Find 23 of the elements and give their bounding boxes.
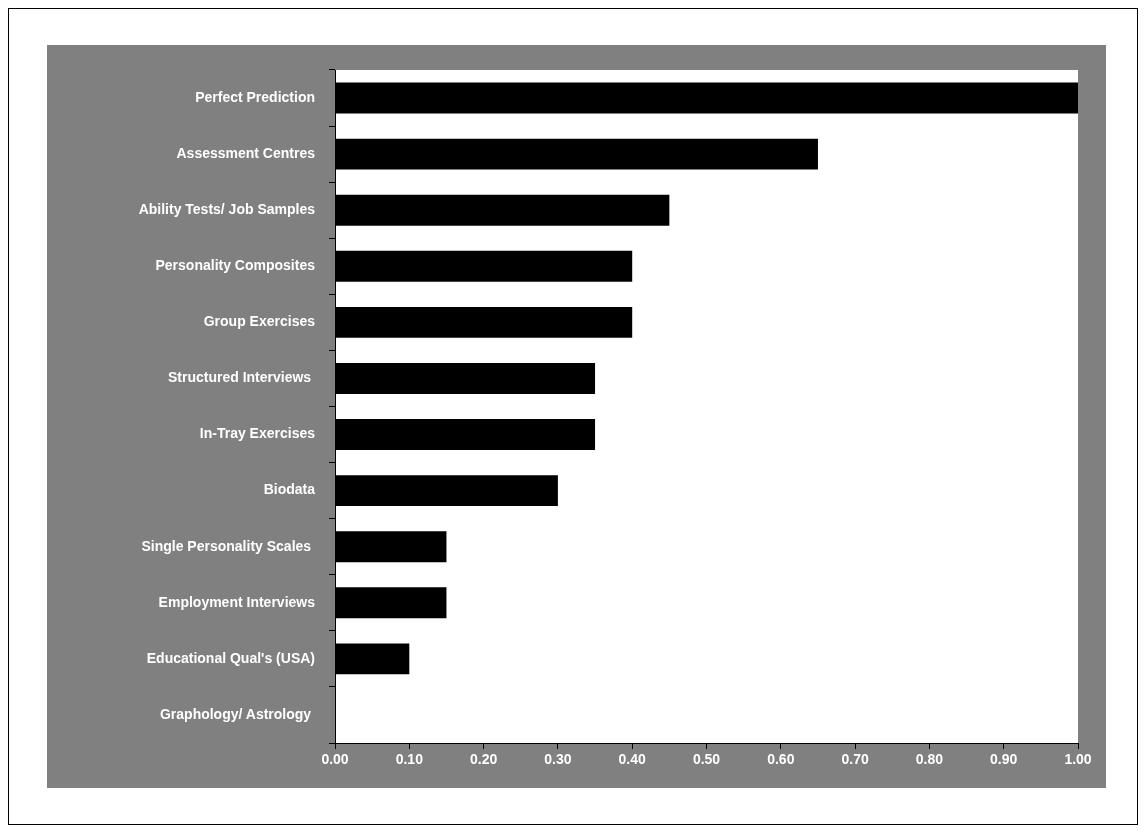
y-tick-label: Biodata [263,481,316,498]
x-tick-label: 0.60 [767,751,795,768]
y-tick-label: Single Personality Scales [141,537,315,554]
x-tick-label: 0.70 [841,751,869,768]
x-tick-label: 1.00 [1064,751,1092,768]
x-tick-label: 0.10 [395,751,424,768]
y-tick-label: In-Tray Exercises [199,425,316,442]
y-tick-label: Graphology/ Astrology [159,705,315,722]
y-tick-label: Assessment Centres [176,144,316,161]
x-tick-label: 0.50 [692,751,721,768]
y-tick-label: Personality Composites [155,257,316,274]
y-tick-label: Ability Tests/ Job Samples [138,201,316,218]
x-tick-label: 0.00 [321,751,349,768]
x-tick-label: 0.80 [915,751,944,768]
y-tick-label: Group Exercises [203,313,316,330]
y-tick-label: Employment Interviews [158,593,316,610]
y-tick-label: Perfect Prediction [195,88,315,105]
y-tick-label: Structured Interviews [167,369,315,386]
x-tick-label: 0.20 [469,751,498,768]
x-tick-label: 0.30 [544,751,572,768]
x-tick-label: 0.40 [618,751,647,768]
x-tick-label: 0.90 [990,751,1018,768]
y-tick-label: Educational Qual's (USA) [146,649,315,666]
